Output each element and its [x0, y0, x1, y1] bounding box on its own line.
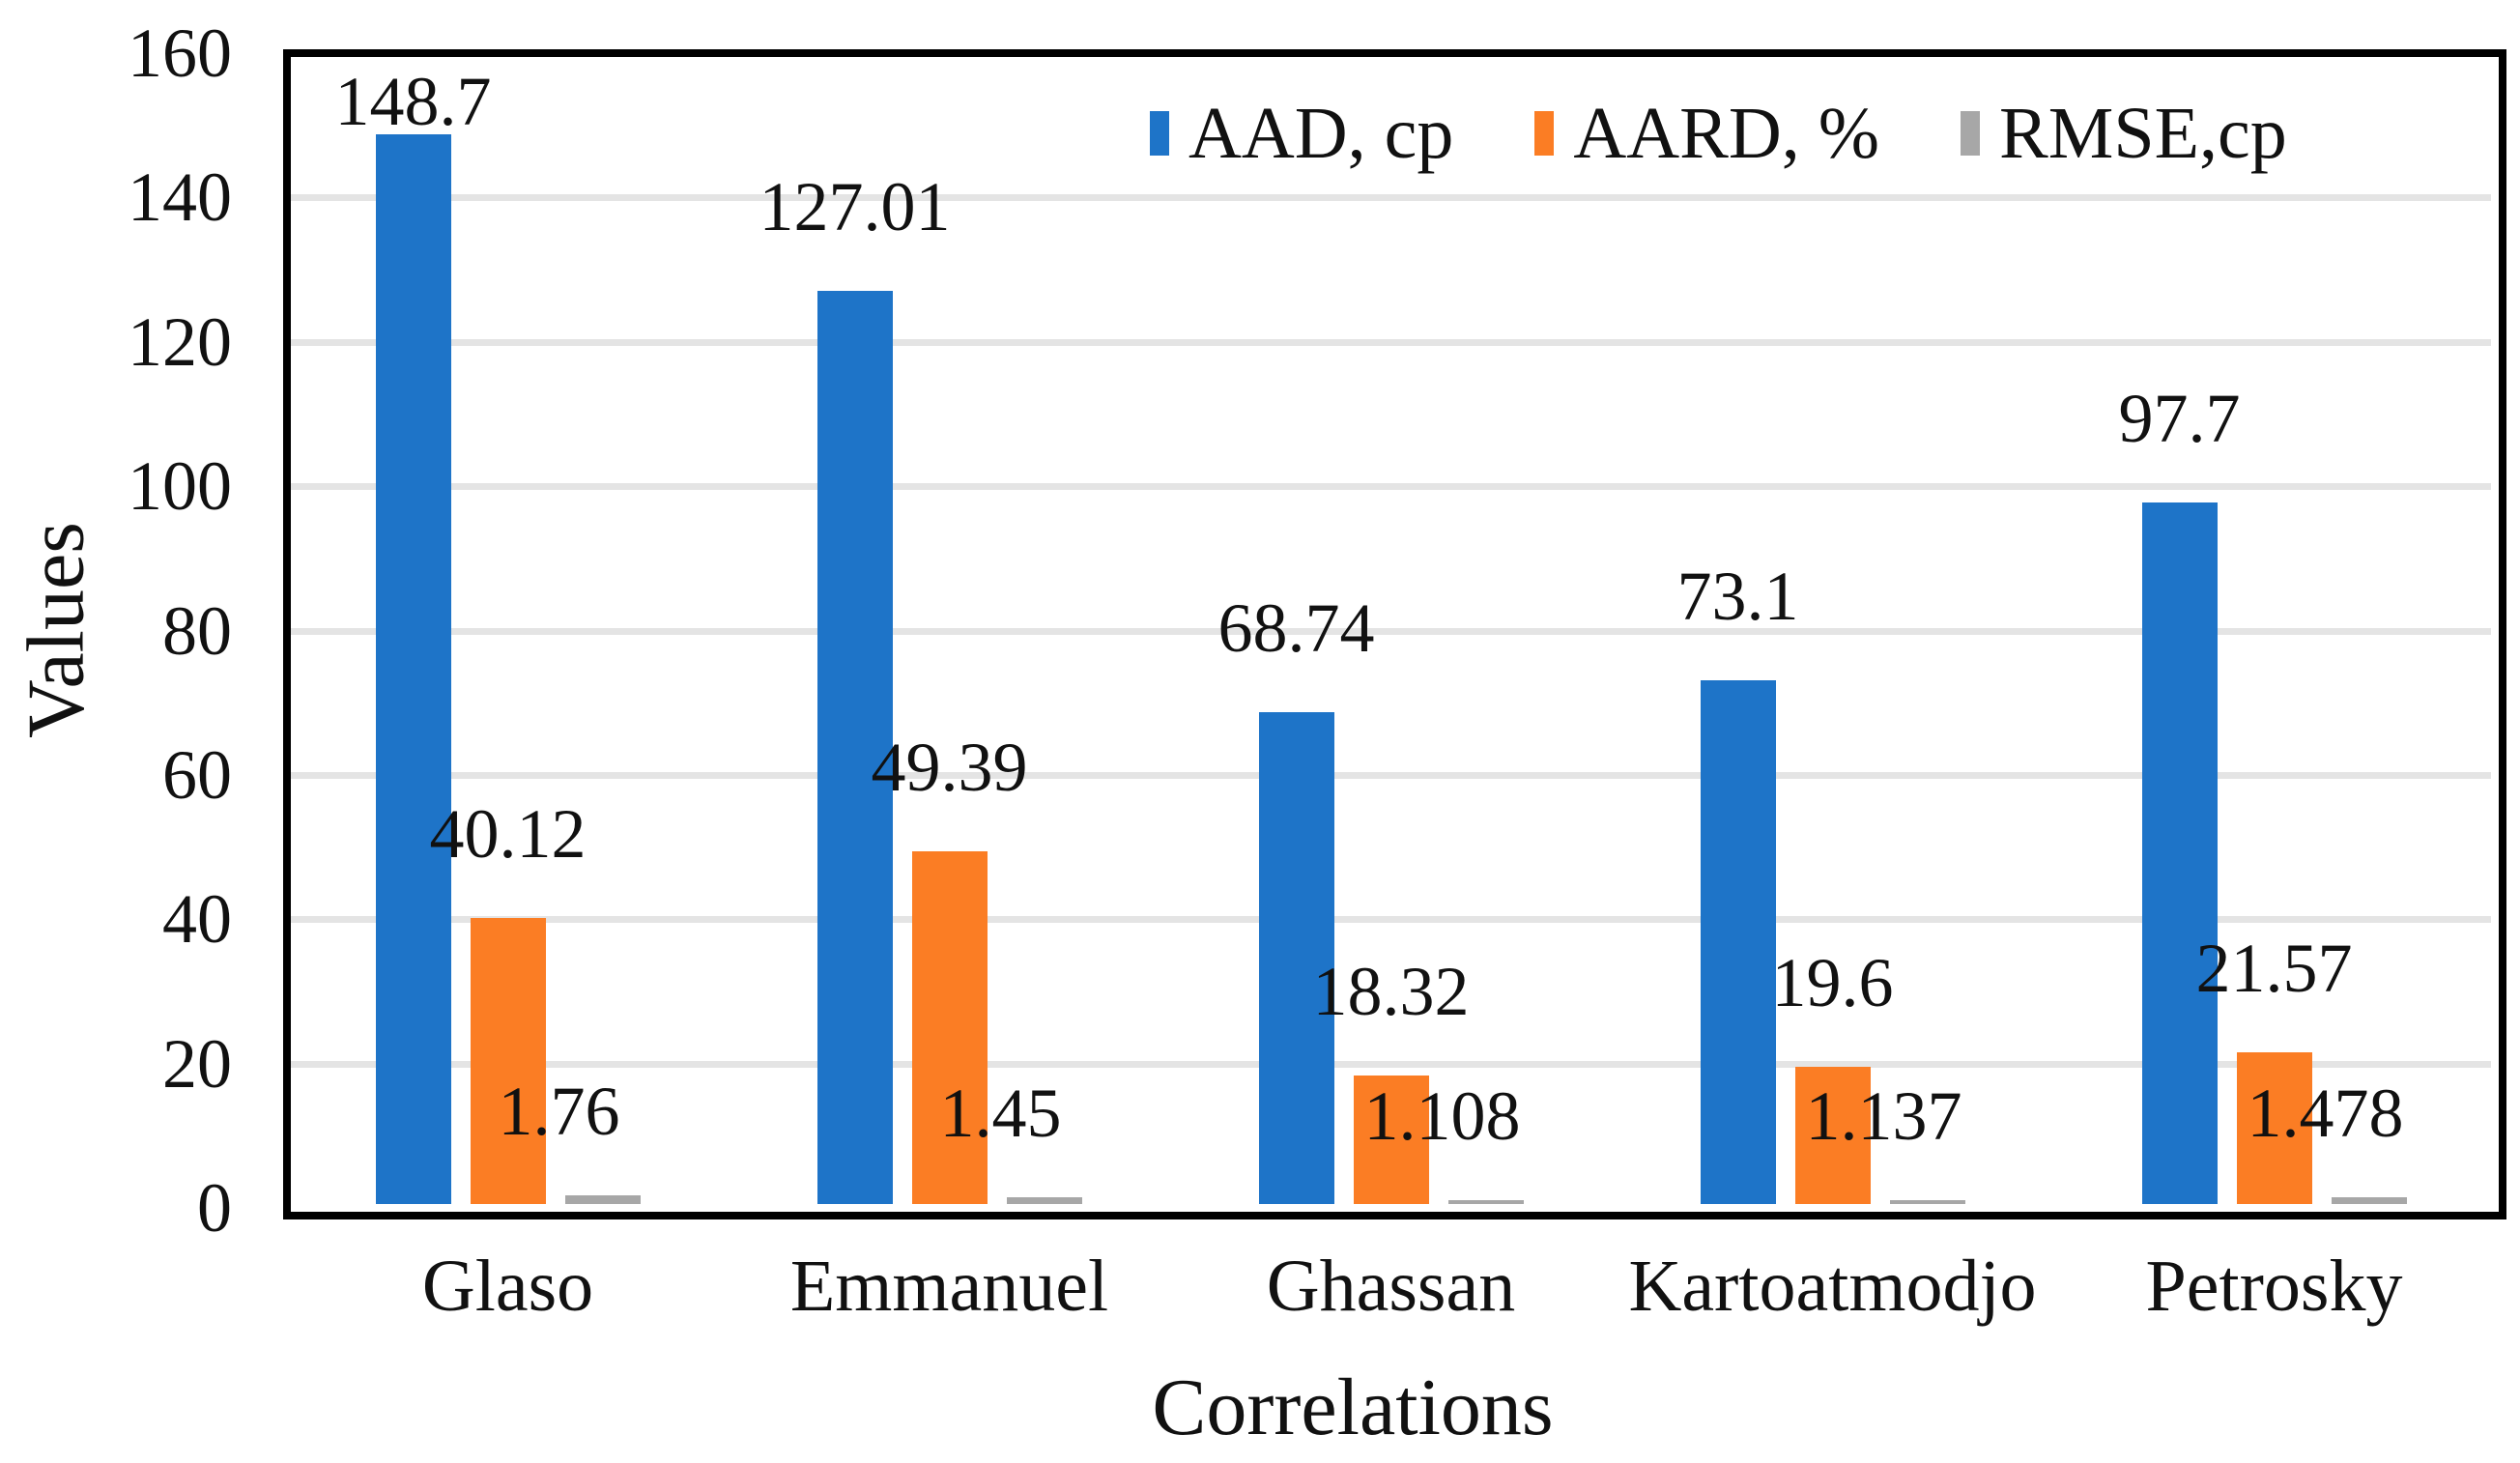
data-label-rmse-cp-emmanuel: 1.45 [939, 1075, 1062, 1153]
y-tick-label-120: 120 [128, 302, 232, 381]
data-label-aard-petrosky: 21.57 [2195, 929, 2353, 1007]
bar-rmse-cp-emmanuel [1006, 1197, 1082, 1204]
legend: AAD, cp AARD, % RMSE,cp [1150, 93, 2287, 174]
category-label-petrosky: Petrosky [2145, 1246, 2403, 1327]
legend-label-aard: AARD, % [1573, 93, 1880, 174]
x-axis-title: Correlations [1152, 1363, 1554, 1452]
bar-aad-cp-kartoatmodjo [1700, 680, 1776, 1204]
legend-label-rmse-cp: RMSE,cp [1999, 93, 2287, 174]
bar-aard-ghassan [1353, 1076, 1429, 1204]
data-label-aad-cp-kartoatmodjo: 73.1 [1676, 558, 1799, 636]
gridline-20 [291, 1060, 2491, 1068]
bar-rmse-cp-ghassan [1447, 1199, 1524, 1204]
gridline-80 [291, 627, 2491, 635]
bar-aard-glaso [470, 918, 546, 1204]
legend-marker-rmse-cp-icon [1961, 111, 1981, 156]
y-tick-label-40: 40 [162, 880, 232, 959]
bar-aard-petrosky [2236, 1051, 2312, 1204]
bar-aard-kartoatmodjo [1794, 1066, 1871, 1204]
category-label-kartoatmodjo: Kartoatmodjo [1628, 1246, 2037, 1327]
gridline-100 [291, 483, 2491, 491]
data-label-rmse-cp-ghassan: 1.108 [1363, 1076, 1521, 1155]
data-label-aad-cp-ghassan: 68.74 [1217, 588, 1375, 667]
bar-rmse-cp-glaso [564, 1194, 641, 1204]
data-label-aard-glaso: 40.12 [429, 795, 587, 874]
y-tick-label-20: 20 [162, 1024, 232, 1103]
bar-aad-cp-petrosky [2141, 502, 2218, 1204]
category-label-glaso: Glaso [421, 1246, 594, 1327]
category-label-ghassan: Ghassan [1266, 1246, 1516, 1327]
data-label-aad-cp-emmanuel: 127.01 [759, 168, 951, 246]
data-label-aard-emmanuel: 49.39 [871, 729, 1028, 807]
legend-item-rmse-cp: RMSE,cp [1961, 93, 2287, 174]
y-tick-label-80: 80 [162, 591, 232, 670]
bar-aard-emmanuel [911, 851, 988, 1204]
legend-item-aard: AARD, % [1534, 93, 1879, 174]
bar-rmse-cp-petrosky [2331, 1196, 2407, 1204]
data-label-aard-ghassan: 18.32 [1312, 953, 1470, 1031]
legend-item-aad-cp: AAD, cp [1150, 93, 1453, 174]
legend-marker-aard-icon [1534, 111, 1555, 156]
y-tick-label-100: 100 [128, 447, 232, 526]
data-label-aard-kartoatmodjo: 19.6 [1771, 943, 1894, 1021]
data-label-rmse-cp-petrosky: 1.478 [2247, 1074, 2404, 1152]
bar-aad-cp-emmanuel [816, 291, 893, 1204]
bar-aad-cp-glaso [375, 134, 451, 1204]
bar-rmse-cp-kartoatmodjo [1889, 1199, 1965, 1204]
data-label-rmse-cp-kartoatmodjo: 1.137 [1805, 1076, 1962, 1155]
legend-marker-aad-cp-icon [1150, 111, 1169, 156]
y-tick-label-140: 140 [128, 158, 232, 237]
bar-aad-cp-ghassan [1258, 711, 1334, 1204]
legend-label-aad-cp: AAD, cp [1188, 93, 1454, 174]
gridline-40 [291, 916, 2491, 924]
gridline-60 [291, 771, 2491, 779]
y-tick-label-160: 160 [128, 14, 232, 92]
gridline-120 [291, 338, 2491, 346]
y-tick-label-60: 60 [162, 735, 232, 814]
data-label-rmse-cp-glaso: 1.76 [498, 1072, 620, 1150]
category-label-emmanuel: Emmanuel [789, 1246, 1109, 1327]
gridline-140 [291, 194, 2491, 202]
data-label-aad-cp-petrosky: 97.7 [2118, 380, 2241, 458]
y-tick-label-0: 0 [197, 1169, 232, 1247]
data-label-aad-cp-glaso: 148.7 [334, 63, 492, 141]
